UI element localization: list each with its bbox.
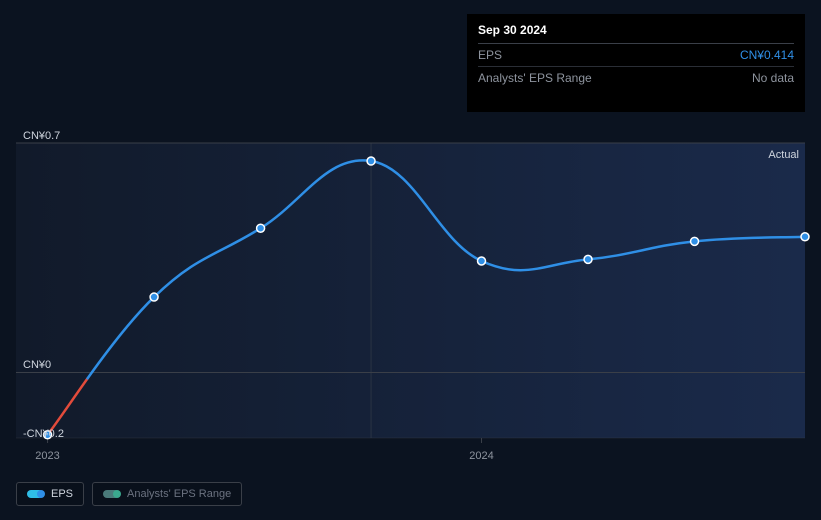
legend-swatch-icon [27,490,43,498]
y-axis-label: CN¥0 [23,359,51,371]
legend-item-eps[interactable]: EPS [16,482,84,506]
tooltip-value: No data [752,71,794,85]
legend-swatch-icon [103,490,119,498]
tooltip-row-eps: EPS CN¥0.414 [478,44,794,67]
legend-item-analysts-range[interactable]: Analysts' EPS Range [92,482,242,506]
x-axis-label: 2023 [35,450,59,462]
x-axis-label: 2024 [469,450,493,462]
y-axis-label: -CN¥0.2 [23,428,64,440]
chart-legend: EPS Analysts' EPS Range [16,482,242,506]
y-axis-label: CN¥0.7 [23,130,60,142]
legend-label: Analysts' EPS Range [127,488,231,500]
legend-label: EPS [51,488,73,500]
tooltip-key: EPS [478,48,502,62]
tooltip-row-range: Analysts' EPS Range No data [478,67,794,89]
tooltip-value: CN¥0.414 [740,48,794,62]
chart-tooltip: Sep 30 2024 EPS CN¥0.414 Analysts' EPS R… [467,14,805,112]
tooltip-key: Analysts' EPS Range [478,71,592,85]
tooltip-title: Sep 30 2024 [478,23,794,44]
region-label-actual: Actual [768,149,799,161]
